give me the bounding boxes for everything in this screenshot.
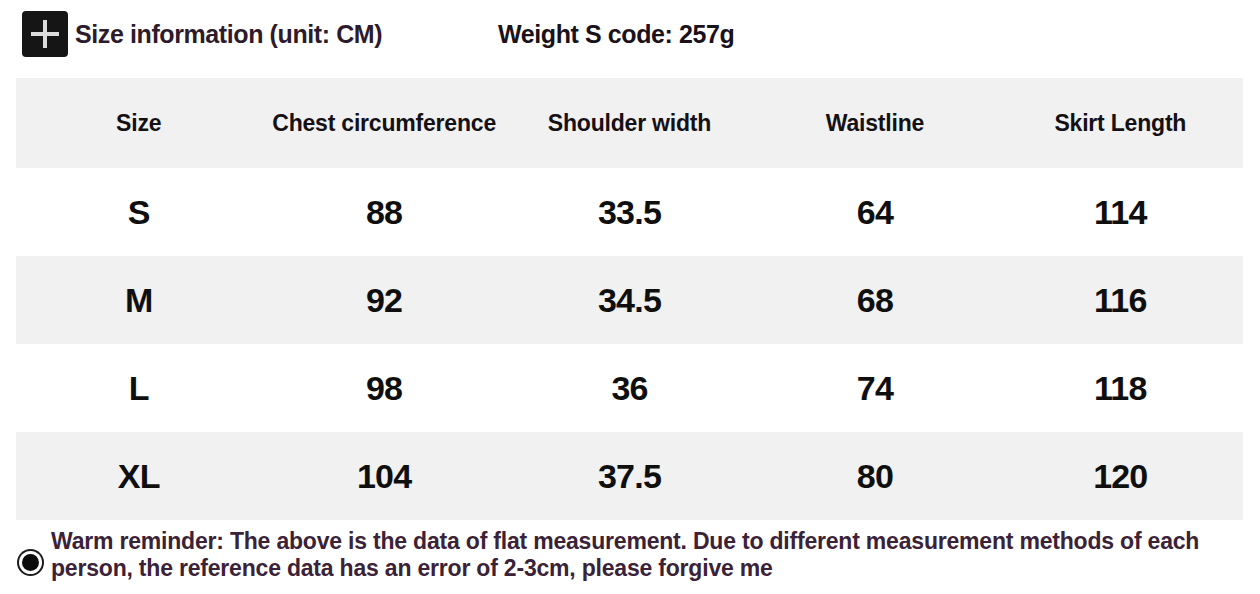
table-header-row: Size Chest circumference Shoulder width … — [16, 78, 1243, 168]
reminder-row: Warm reminder: The above is the data of … — [16, 528, 1244, 582]
size-table: Size Chest circumference Shoulder width … — [16, 78, 1243, 520]
chest-cell: 88 — [261, 193, 506, 232]
skirt-length-cell: 116 — [998, 281, 1243, 320]
shoulder-cell: 37.5 — [507, 457, 752, 496]
shoulder-cell: 34.5 — [507, 281, 752, 320]
chest-cell: 98 — [261, 369, 506, 408]
table-row: S 88 33.5 64 114 — [16, 168, 1243, 256]
skirt-length-cell: 120 — [998, 457, 1243, 496]
skirt-length-cell: 118 — [998, 369, 1243, 408]
record-icon — [22, 554, 39, 571]
waistline-cell: 68 — [752, 281, 997, 320]
chest-cell: 104 — [261, 457, 506, 496]
size-cell: S — [16, 193, 261, 232]
column-header-waistline: Waistline — [752, 110, 997, 137]
size-cell: M — [16, 281, 261, 320]
size-cell: L — [16, 369, 261, 408]
table-row: L 98 36 74 118 — [16, 344, 1243, 432]
table-row: XL 104 37.5 80 120 — [16, 432, 1243, 520]
waistline-cell: 64 — [752, 193, 997, 232]
skirt-length-cell: 114 — [998, 193, 1243, 232]
size-cell: XL — [16, 457, 261, 496]
column-header-skirt-length: Skirt Length — [998, 110, 1243, 137]
title-bar: Size information (unit: CM) Weight S cod… — [0, 0, 1260, 78]
waistline-cell: 74 — [752, 369, 997, 408]
chest-cell: 92 — [261, 281, 506, 320]
shoulder-cell: 33.5 — [507, 193, 752, 232]
column-header-chest: Chest circumference — [261, 110, 506, 137]
plus-icon — [22, 11, 68, 57]
weight-note: Weight S code: 257g — [498, 20, 734, 49]
reminder-text: Warm reminder: The above is the data of … — [51, 528, 1231, 582]
waistline-cell: 80 — [752, 457, 997, 496]
column-header-shoulder: Shoulder width — [507, 110, 752, 137]
column-header-size: Size — [16, 110, 261, 137]
size-chart-panel: Size information (unit: CM) Weight S cod… — [0, 0, 1260, 594]
shoulder-cell: 36 — [507, 369, 752, 408]
section-title: Size information (unit: CM) — [75, 20, 382, 49]
table-row: M 92 34.5 68 116 — [16, 256, 1243, 344]
